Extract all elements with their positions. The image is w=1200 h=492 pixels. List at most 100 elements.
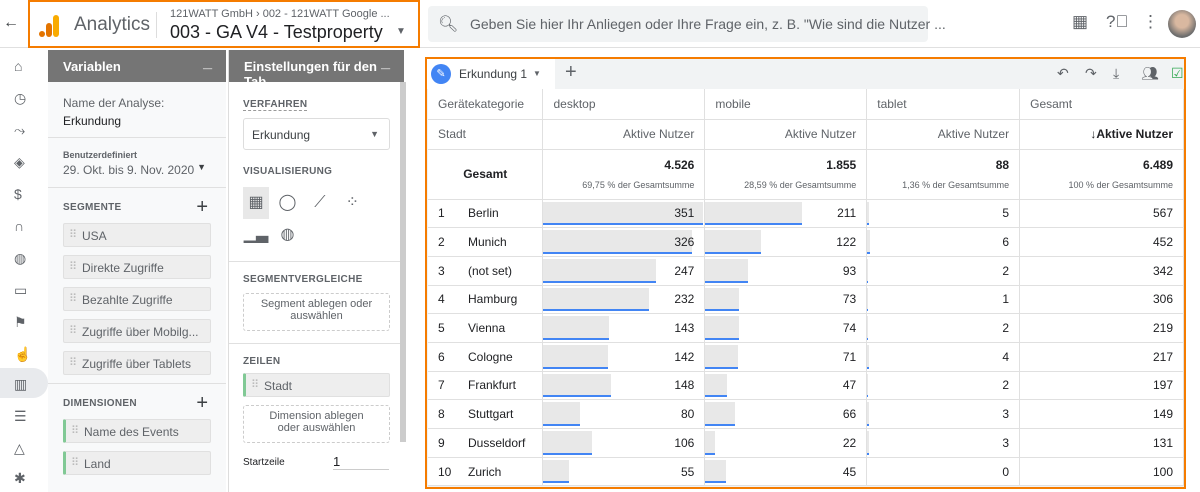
city-cell[interactable]: 1 Berlin <box>428 199 544 229</box>
apps-grid-icon[interactable]: ▦ <box>1072 12 1089 31</box>
table-row[interactable]: 8 Stuttgart 80 66 3 149 <box>428 399 1184 429</box>
geo-viz-icon[interactable]: ◍ <box>280 226 295 243</box>
touch-icon[interactable]: ☝ <box>14 346 32 362</box>
value-bar <box>705 373 727 398</box>
add-tab-icon[interactable]: + <box>565 61 577 83</box>
line-viz-icon[interactable]: ⟋ <box>314 194 326 211</box>
table-viz-icon[interactable]: ▦ <box>243 187 269 219</box>
dimension-chip[interactable]: Name des Events <box>63 419 211 443</box>
property-selector[interactable]: Analytics 121WATT GmbH › 002 - 121WATT G… <box>28 0 420 48</box>
home-icon[interactable]: ⌂ <box>14 58 23 74</box>
table-row[interactable]: 6 Cologne 142 71 4 217 <box>428 342 1184 372</box>
metric-header[interactable]: Aktive Nutzer <box>866 119 1021 150</box>
saved-file-icon[interactable]: ☑ <box>1171 65 1184 81</box>
row-index: 4 <box>438 292 445 307</box>
cell-value: 567 <box>1152 206 1173 221</box>
tag-icon[interactable]: ◈ <box>14 154 25 170</box>
city-cell[interactable]: 5 Vienna <box>428 313 544 343</box>
segment-chip[interactable]: USA <box>63 223 211 247</box>
table-row[interactable]: 1 Berlin 351 211 5 567 <box>428 199 1184 229</box>
total-percent: 69,75 % der Gesamtsumme <box>582 180 695 190</box>
value-bar <box>867 431 869 455</box>
bug-icon[interactable]: ✱ <box>14 470 26 486</box>
globe-icon[interactable]: ◍ <box>14 250 27 266</box>
segment-drop-zone[interactable]: Segment ablegen oder auswählen <box>243 293 390 331</box>
avatar[interactable] <box>1168 10 1196 38</box>
cell-value: 22 <box>842 435 857 450</box>
value-cell: 149 <box>1019 399 1184 429</box>
city-cell[interactable]: 2 Munich <box>428 227 544 257</box>
flag-icon[interactable]: ⚑ <box>14 314 27 330</box>
value-bar <box>705 459 726 484</box>
magnet-icon[interactable]: ∩ <box>14 218 25 234</box>
table-row[interactable]: 7 Frankfurt 148 47 2 197 <box>428 371 1184 401</box>
tab-exploration-1[interactable]: ✎ Erkundung 1 ▼ <box>427 59 555 89</box>
search-input[interactable]: 🔍︎ Geben Sie hier Ihr Anliegen oder Ihre… <box>428 6 946 42</box>
method-select[interactable]: Erkundung ▼ <box>243 118 390 150</box>
value-bar <box>867 201 870 226</box>
cell-value: 217 <box>1152 349 1173 364</box>
dimension-drop-zone[interactable]: Dimension ablegen oder auswählen <box>243 405 390 443</box>
minimize-icon[interactable]: _ <box>203 54 212 71</box>
city-cell[interactable]: 6 Cologne <box>428 342 544 372</box>
table-row[interactable]: 9 Dusseldorf 106 22 3 131 <box>428 428 1184 458</box>
col-header: desktop <box>542 89 706 120</box>
scatter-viz-icon[interactable]: ⁘ <box>345 194 360 211</box>
metric-header[interactable]: Aktive Nutzer <box>704 119 868 150</box>
shapes-icon[interactable]: △ <box>14 440 25 456</box>
metric-header[interactable]: Aktive Nutzer <box>542 119 706 150</box>
city-cell[interactable]: 3 (not set) <box>428 256 544 286</box>
city-cell[interactable]: 10 Zurich <box>428 457 544 487</box>
city-cell[interactable]: 7 Frankfurt <box>428 371 544 401</box>
cell-value: 326 <box>674 235 695 250</box>
undo-icon[interactable]: ↶ <box>1057 65 1069 81</box>
city-name: Zurich <box>468 464 502 479</box>
city-cell[interactable]: 8 Stuttgart <box>428 399 544 429</box>
city-name: Vienna <box>468 321 506 336</box>
metric-header-sorted[interactable]: ↓Aktive Nutzer <box>1019 119 1184 150</box>
city-cell[interactable]: 4 Hamburg <box>428 285 544 315</box>
value-cell: 142 <box>542 342 706 372</box>
date-range-picker[interactable]: Benutzerdefiniert 29. Okt. bis 9. Nov. 2… <box>48 138 226 188</box>
scrollbar[interactable] <box>400 82 406 442</box>
back-arrow-icon[interactable]: ← <box>3 14 19 31</box>
add-dimension-icon[interactable]: + <box>196 392 208 414</box>
help-icon[interactable]: ?⃝ <box>1106 12 1129 31</box>
chevron-down-icon[interactable]: ▼ <box>533 69 541 78</box>
download-icon[interactable]: ⤓ <box>1113 65 1120 81</box>
start-row-input[interactable]: 1 <box>333 454 389 470</box>
nav-active-highlight <box>0 368 48 398</box>
segment-chip[interactable]: Bezahlte Zugriffe <box>63 287 211 311</box>
segment-chip[interactable]: Direkte Zugriffe <box>63 255 211 279</box>
bar-viz-icon[interactable]: ▁▃ <box>243 226 269 243</box>
segment-chip[interactable]: Zugriffe über Mobilg... <box>63 319 211 343</box>
users-list-icon[interactable]: ☰ <box>14 408 27 424</box>
row-dimension-chip[interactable]: Stadt <box>243 373 390 397</box>
table-row[interactable]: 4 Hamburg 232 73 1 306 <box>428 285 1184 315</box>
minimize-icon[interactable]: _ <box>381 54 390 71</box>
top-bar: ← Analytics 121WATT GmbH › 002 - 121WATT… <box>0 0 1200 48</box>
clock-icon[interactable]: ◷ <box>14 90 27 106</box>
chevron-down-icon: ▼ <box>396 26 406 37</box>
donut-viz-icon[interactable]: ◯ <box>278 194 297 211</box>
table-row[interactable]: 5 Vienna 143 74 2 219 <box>428 313 1184 343</box>
table-row[interactable]: 10 Zurich 55 45 0 100 <box>428 457 1184 487</box>
table-row[interactable]: 2 Munich 326 122 6 452 <box>428 227 1184 257</box>
analysis-icon[interactable]: ▥ <box>14 376 28 392</box>
dimension-chip[interactable]: Land <box>63 451 211 475</box>
dollar-icon[interactable]: $ <box>14 186 22 202</box>
value-cell: 3 <box>866 399 1021 429</box>
table-row[interactable]: 3 (not set) 247 93 2 342 <box>428 256 1184 286</box>
devices-icon[interactable]: ▭ <box>14 282 28 298</box>
more-vert-icon[interactable]: ⋮ <box>1142 12 1159 31</box>
add-segment-icon[interactable]: + <box>196 196 208 218</box>
redo-icon[interactable]: ↷ <box>1085 65 1097 81</box>
city-cell[interactable]: 9 Dusseldorf <box>428 428 544 458</box>
acquisition-icon[interactable]: ⤳ <box>14 122 26 138</box>
segment-chip[interactable]: Zugriffe über Tablets <box>63 351 211 375</box>
analysis-name[interactable]: Erkundung <box>63 114 122 128</box>
edit-pencil-icon[interactable]: ✎ <box>431 64 451 84</box>
city-name: Munich <box>468 235 507 250</box>
variables-title: Variablen <box>63 59 121 74</box>
share-users-icon[interactable]: 👥︎ <box>1141 65 1159 81</box>
